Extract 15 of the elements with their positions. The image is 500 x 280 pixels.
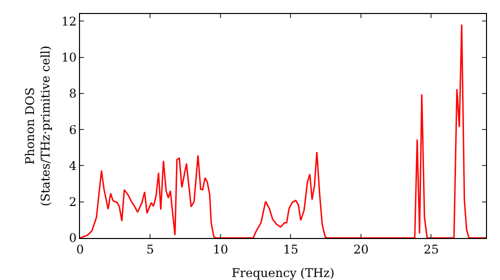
y-axis-title: Phonon DOS (States/THz·primitive cell) xyxy=(23,46,53,206)
x-tick-label: 10 xyxy=(212,242,228,256)
x-tick-label: 20 xyxy=(353,242,369,256)
x-axis-title: Frequency (THz) xyxy=(232,266,334,280)
y-tick-label: 6 xyxy=(68,122,77,137)
line-series xyxy=(80,24,486,238)
y-tick-label: 12 xyxy=(61,14,77,28)
y-tick-label: 4 xyxy=(68,158,77,173)
y-tick-label: 10 xyxy=(61,50,77,65)
x-tick-label: 5 xyxy=(146,242,154,256)
y-tick-label: 8 xyxy=(68,86,77,101)
y-tick-label: 0 xyxy=(68,231,77,246)
x-tick-label: 25 xyxy=(424,242,439,256)
y-tick-label: 2 xyxy=(68,195,77,210)
x-tick-label: 15 xyxy=(283,242,298,256)
